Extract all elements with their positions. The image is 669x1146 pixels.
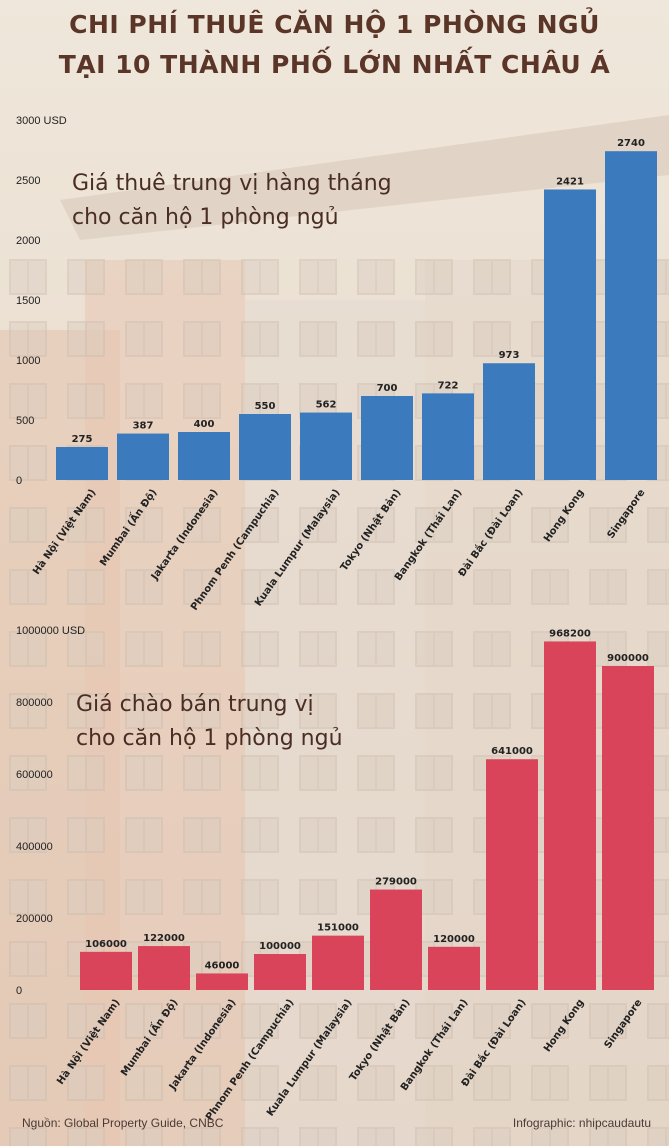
sale-value-label: 151000 [317,923,359,934]
sale-chart-title: Giá chào bán trung vị cho căn hộ 1 phòng… [76,688,343,756]
sale-y-tick-label: 0 [16,985,22,997]
sale-chart-title-line1: Giá chào bán trung vị [76,692,314,717]
rent-value-label: 2421 [556,176,584,187]
rent-chart-title-line2: cho căn hộ 1 phòng ngủ [72,205,339,230]
sale-category-label: Singapore [603,997,645,1051]
sale-bar [196,973,248,990]
sale-bar [602,666,654,990]
sale-value-label: 279000 [375,877,417,888]
sale-value-label: 46000 [205,960,240,971]
sale-bar [544,641,596,990]
rent-bar [605,151,657,480]
sale-bar [486,759,538,990]
sale-value-label: 641000 [491,746,533,757]
sale-y-tick-label: 200000 [16,913,53,925]
sale-bar [138,946,190,990]
sale-category-label: Bangkok (Thái Lan) [398,997,470,1093]
rent-bar [239,414,291,480]
rent-bar [422,393,474,480]
sale-value-label: 120000 [433,934,475,945]
infographic-credit: Infographic: nhipcaudautu [512,1116,651,1130]
rent-value-label: 2740 [617,138,645,149]
sale-value-label: 968200 [549,628,591,639]
rent-bar [117,433,169,480]
rent-value-label: 722 [438,380,459,391]
rent-bar [178,432,230,480]
rent-bar [361,396,413,480]
sale-chart-title-line2: cho căn hộ 1 phòng ngủ [76,726,343,751]
source-note: Nguồn: Global Property Guide, CNBC [22,1116,224,1130]
sale-bar [428,946,480,990]
sale-value-label: 900000 [607,653,649,664]
rent-bar [483,363,535,480]
sale-value-label: 106000 [85,939,127,950]
rent-y-tick-label: 1500 [16,295,40,307]
sale-category-label: Jakarta (Indonesia) [167,997,238,1092]
rent-value-label: 550 [255,401,276,412]
rent-chart-title: Giá thuê trung vị hàng tháng cho căn hộ … [72,167,392,235]
sale-category-label: Đài Bắc (Đài Loan) [458,996,528,1089]
rent-y-tick-label: 500 [16,415,34,427]
sale-bar [370,889,422,990]
sale-y-tick-label: 800000 [16,697,53,709]
rent-y-tick-label: 0 [16,475,22,487]
rent-value-label: 562 [316,400,337,411]
rent-value-label: 973 [499,350,520,361]
rent-bar [56,447,108,480]
sale-value-label: 100000 [259,941,301,952]
sale-y-tick-label: 600000 [16,769,53,781]
page-title-line1: CHI PHÍ THUÊ CĂN HỘ 1 PHÒNG NGỦ [69,10,600,39]
rent-value-label: 387 [133,421,154,432]
sale-category-label: Mumbai (Ấn Độ) [116,995,181,1078]
sale-category-label: Hà Nội (Việt Nam) [54,997,122,1087]
rent-value-label: 700 [377,383,398,394]
sale-y-tick-label: 400000 [16,841,53,853]
sale-category-label: Hong Kong [542,997,586,1054]
sale-bar [254,954,306,990]
rent-bar [300,412,352,480]
sale-bar [80,951,132,990]
page-title-line2: TẠI 10 THÀNH PHỐ LỚN NHẤT CHÂU Á [58,50,611,79]
rent-value-label: 275 [72,434,93,445]
rent-y-tick-label: 2000 [16,235,40,247]
rent-bar [544,189,596,481]
sale-value-label: 122000 [143,933,185,944]
rent-chart-title-line1: Giá thuê trung vị hàng tháng [72,171,392,196]
sale-bar [312,935,364,990]
sale-bar-chart: 1000000 USD 0 200000 400000 600000 800000 1060… [16,625,654,1123]
sale-category-label: Tokyo (Nhật Bản) [347,997,412,1083]
sale-y-unit-label: 1000000 USD [16,625,85,637]
rent-y-tick-label: 2500 [16,175,40,187]
rent-value-label: 400 [194,419,215,430]
rent-y-unit-label: 3000 USD [16,115,67,127]
rent-y-tick-label: 1000 [16,355,40,367]
